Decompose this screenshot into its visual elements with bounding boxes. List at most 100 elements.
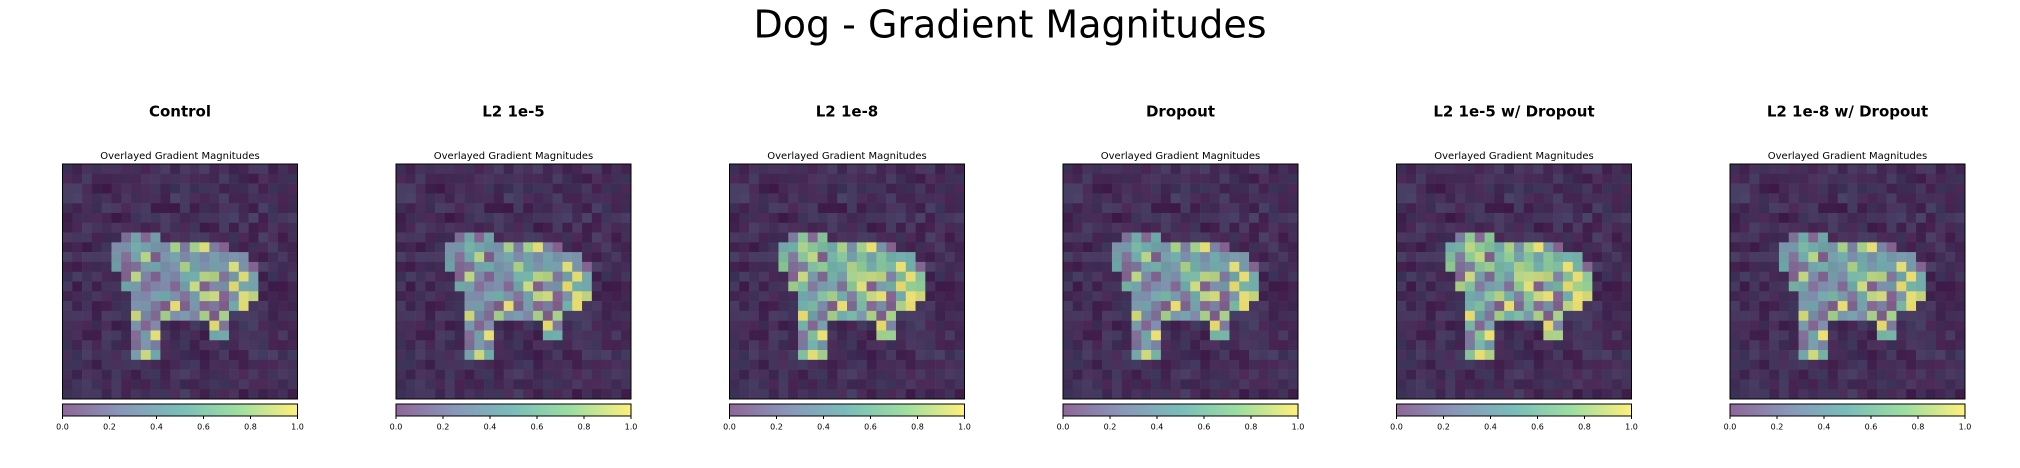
image-cell — [1278, 222, 1289, 233]
image-cell — [533, 203, 544, 214]
image-cell — [150, 232, 161, 243]
image-cell — [464, 183, 475, 194]
image-cell — [1759, 212, 1770, 224]
image-cell — [807, 252, 818, 263]
image-cell — [866, 379, 877, 390]
image-cell — [1249, 252, 1260, 263]
image-cell — [1945, 232, 1956, 243]
image-cell — [1063, 164, 1074, 175]
image-cell — [954, 173, 965, 184]
image-cell — [827, 350, 838, 361]
image-cell — [1582, 301, 1593, 312]
image-cell — [170, 232, 181, 243]
image-cell — [1239, 301, 1250, 312]
image-cell — [160, 310, 171, 321]
image-cell — [1406, 252, 1417, 263]
image-cell — [82, 252, 93, 263]
image-cell — [248, 379, 259, 390]
image-cell — [601, 164, 612, 175]
image-cell — [1798, 164, 1809, 175]
image-cell — [1425, 203, 1436, 214]
colorbar — [62, 403, 298, 417]
image-cell — [1759, 164, 1770, 175]
image-cell — [1072, 173, 1083, 184]
image-cell — [248, 252, 259, 263]
image-cell — [1730, 203, 1741, 214]
image-cell — [562, 193, 573, 204]
image-cell — [1170, 291, 1181, 302]
image-cell — [1258, 203, 1269, 214]
image-cell — [1425, 252, 1436, 263]
image-cell — [1759, 222, 1770, 233]
image-cell — [180, 173, 191, 184]
image-cell — [170, 173, 181, 184]
image-cell — [91, 222, 102, 233]
image-cell — [1916, 359, 1927, 370]
image-cell — [1239, 252, 1250, 263]
colorbar — [1062, 403, 1299, 417]
image-cell — [1837, 271, 1848, 282]
image-cell — [1121, 350, 1132, 361]
image-cell — [1602, 164, 1613, 175]
image-cell — [248, 212, 259, 224]
image-cell — [287, 203, 298, 214]
image-cell — [1749, 242, 1760, 253]
image-cell — [533, 320, 544, 331]
image-cell — [1484, 310, 1495, 321]
image-cell — [1396, 261, 1407, 273]
image-cell — [1818, 359, 1829, 370]
image-cell — [954, 183, 965, 194]
image-cell — [444, 232, 456, 243]
image-cell — [396, 301, 407, 312]
image-cell — [1396, 379, 1407, 390]
image-cell — [268, 350, 279, 361]
image-cell — [1769, 379, 1780, 390]
image-cell — [1102, 193, 1113, 204]
image-cell — [1553, 193, 1564, 204]
image-cell — [396, 212, 407, 224]
image-cell — [1209, 340, 1220, 351]
image-cell — [1455, 389, 1466, 400]
image-cell — [238, 291, 249, 302]
image-cell — [621, 242, 632, 253]
image-cell — [905, 320, 916, 331]
image-cell — [1455, 173, 1466, 184]
image-cell — [91, 261, 102, 273]
image-cell — [1886, 164, 1897, 175]
image-cell — [523, 350, 534, 361]
image-cell — [1131, 291, 1142, 302]
image-cell — [503, 369, 514, 380]
image-cell — [1484, 301, 1495, 312]
image-cell — [856, 232, 867, 243]
image-cell — [935, 212, 946, 224]
image-cell — [1935, 359, 1946, 370]
image-cell — [444, 291, 456, 302]
image-cell — [277, 183, 289, 194]
image-cell — [464, 261, 475, 273]
image-cell — [1170, 340, 1181, 351]
image-cell — [749, 183, 760, 194]
image-cell — [1769, 389, 1780, 400]
image-cell — [1582, 291, 1593, 302]
image-cell — [474, 164, 485, 175]
image-cell — [1906, 261, 1917, 273]
image-cell — [1876, 271, 1887, 282]
image-cell — [101, 330, 112, 341]
image-cell — [533, 261, 544, 273]
image-cell — [1955, 350, 1966, 361]
image-cell — [1425, 369, 1436, 380]
image-cell — [749, 193, 760, 204]
image-cell — [228, 261, 240, 273]
image-cell — [474, 301, 485, 312]
image-cell — [1798, 173, 1809, 184]
image-cell — [1239, 222, 1250, 233]
image-cell — [396, 310, 407, 321]
image-cell — [1906, 183, 1917, 194]
image-cell — [582, 310, 593, 321]
image-cell — [287, 389, 298, 400]
image-cell — [140, 281, 151, 292]
image-cell — [1759, 271, 1770, 282]
image-cell — [199, 164, 210, 175]
image-cell — [798, 203, 809, 214]
image-cell — [503, 232, 514, 243]
